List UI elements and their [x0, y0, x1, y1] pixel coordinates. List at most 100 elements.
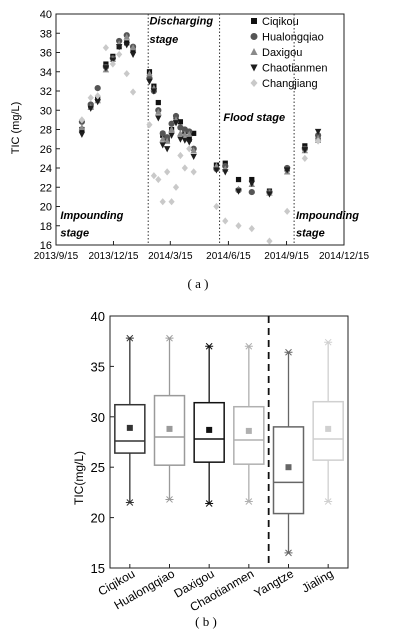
- data-point: [181, 164, 188, 172]
- data-point: [190, 147, 197, 154]
- mean-marker: [285, 464, 292, 471]
- data-point: [94, 85, 101, 92]
- data-point: [213, 202, 220, 211]
- x-tick-label: Jialing: [299, 566, 335, 595]
- x-tick-label: 2013/12/15: [88, 251, 138, 262]
- data-points: [78, 32, 322, 245]
- data-point: [164, 168, 171, 176]
- stage-annotation: Discharging: [149, 16, 213, 28]
- x-tick-label: Yangtze: [252, 566, 297, 600]
- data-point: [102, 65, 110, 72]
- data-point: [129, 44, 137, 51]
- chart-b-ylabel: TIC(mg/L): [72, 451, 86, 505]
- box-yangtze: [272, 348, 305, 557]
- legend-marker: [250, 33, 258, 40]
- data-point: [172, 120, 180, 127]
- data-point: [163, 137, 171, 144]
- data-point: [146, 78, 153, 85]
- data-point: [115, 44, 123, 51]
- iqr-box: [153, 394, 186, 466]
- stage-annotation: stage: [296, 227, 325, 239]
- data-point: [235, 222, 242, 230]
- data-point: [301, 154, 308, 162]
- x-tick-label: 2014/12/15: [319, 251, 369, 262]
- x-tick-label: 2014/3/15: [148, 251, 193, 262]
- y-tick-label: 26: [40, 144, 52, 156]
- data-point: [235, 188, 242, 195]
- data-point: [159, 130, 166, 137]
- data-point: [123, 70, 130, 78]
- data-point: [159, 142, 166, 149]
- y-tick-label: 16: [40, 240, 52, 252]
- data-point: [186, 136, 192, 142]
- data-point: [168, 198, 175, 206]
- data-point: [191, 130, 197, 136]
- iqr-box: [193, 401, 225, 463]
- data-point: [155, 115, 162, 122]
- data-point: [181, 137, 189, 144]
- chart-a-ylabel: TIC (mg/L): [10, 102, 22, 155]
- legend-marker: [250, 64, 258, 72]
- data-point: [123, 42, 130, 49]
- mean-marker: [325, 425, 332, 432]
- legend-label: Changjiang: [262, 78, 318, 90]
- data-point: [222, 169, 229, 176]
- data-point: [186, 130, 193, 137]
- box-chart-b: TIC(mg/L) 152025303540CiqikouHualongqiao…: [72, 309, 349, 629]
- data-point: [248, 180, 255, 187]
- x-tick-label: 2013/9/15: [34, 251, 79, 262]
- data-point: [116, 50, 123, 59]
- data-point: [129, 88, 137, 96]
- data-point: [249, 176, 255, 183]
- extreme-marker: [244, 498, 253, 505]
- data-point: [109, 60, 116, 68]
- data-point: [177, 136, 184, 143]
- box-series: [114, 334, 344, 557]
- y-tick-label: 22: [40, 182, 52, 194]
- data-point: [155, 175, 162, 184]
- extreme-marker: [165, 496, 174, 503]
- extreme-marker: [324, 498, 333, 505]
- extreme-marker: [125, 499, 134, 506]
- data-point: [146, 121, 153, 129]
- y-tick-label: 35: [91, 359, 105, 374]
- y-tick-label: 38: [40, 28, 52, 40]
- data-point: [213, 167, 220, 174]
- iqr-box: [233, 405, 265, 465]
- data-point: [123, 33, 130, 40]
- iqr-box: [114, 403, 146, 454]
- data-point: [283, 167, 291, 174]
- data-point: [222, 217, 229, 225]
- box-jialing: [312, 338, 344, 505]
- y-tick-label: 34: [40, 67, 52, 79]
- stage-annotation: stage: [60, 227, 89, 239]
- extreme-marker: [125, 334, 134, 342]
- data-point: [186, 139, 193, 146]
- y-tick-label: 18: [40, 221, 52, 233]
- data-point: [129, 51, 137, 59]
- y-tick-label: 36: [40, 48, 52, 60]
- y-tick-label: 30: [40, 105, 52, 117]
- stage-annotation: Flood stage: [223, 112, 285, 124]
- series-chaotianmen: [78, 42, 322, 198]
- plot-frame: [109, 315, 349, 569]
- data-point: [314, 128, 322, 136]
- data-point: [213, 162, 220, 169]
- stage-annotation: Impounding: [60, 210, 123, 222]
- chart-a-axes: 16 18 20 22 24 26 28 30 32 34 36 38 40 2013/9/15 2013/…: [34, 9, 370, 262]
- y-tick-label: 40: [91, 309, 105, 324]
- box-chaotianmen: [233, 342, 265, 505]
- chart-a-caption: ( a ): [188, 276, 209, 291]
- data-point: [150, 172, 157, 180]
- legend-label: Chaotianmen: [262, 63, 327, 75]
- box-ciqikou: [114, 334, 146, 506]
- data-point: [159, 135, 166, 142]
- data-point: [315, 137, 322, 145]
- data-point: [102, 44, 109, 52]
- data-point: [248, 225, 255, 233]
- stage-annotation: Impounding: [296, 210, 359, 222]
- data-point: [181, 130, 189, 137]
- extreme-marker: [205, 500, 214, 507]
- x-tick-label: 2014/9/15: [264, 251, 309, 262]
- extreme-marker: [244, 342, 253, 350]
